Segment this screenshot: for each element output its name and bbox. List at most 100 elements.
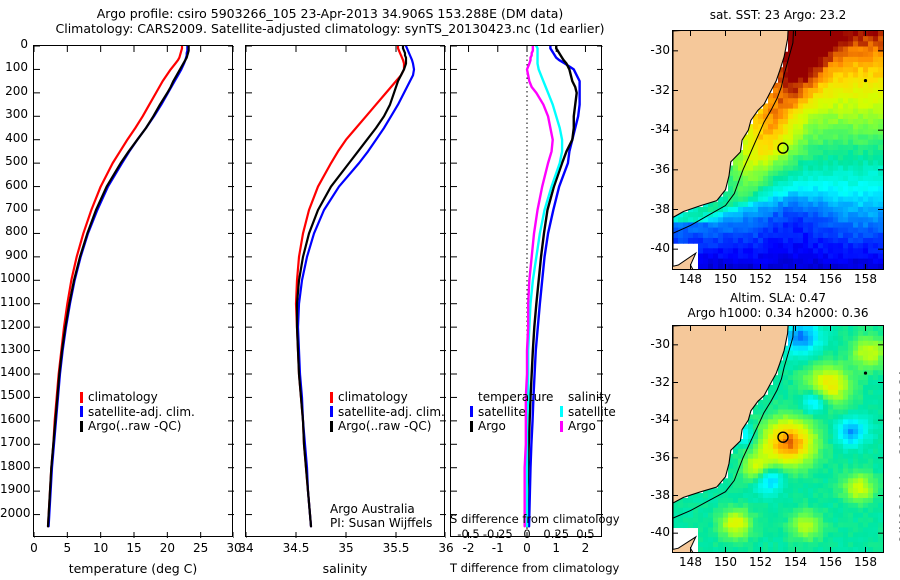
lon-tick-label: 154 bbox=[784, 555, 807, 569]
lat-tick-label: -40 bbox=[650, 241, 670, 256]
legend-swatch bbox=[470, 406, 473, 418]
lon-tick-label: 150 bbox=[714, 555, 737, 569]
y-tick-label: 400 bbox=[5, 130, 28, 145]
title-line-2: Climatology: CARS2009. Satellite-adjuste… bbox=[55, 21, 605, 36]
difference-legend-salinity: salinity satellite Argo bbox=[560, 390, 616, 434]
legend-label: climatology bbox=[338, 390, 408, 404]
legend-label: satellite bbox=[478, 404, 526, 419]
lat-tick-label: -38 bbox=[650, 201, 670, 216]
lat-tick-label: -36 bbox=[650, 161, 670, 176]
lon-tick-label: 156 bbox=[819, 272, 842, 286]
y-tick-label: 900 bbox=[5, 247, 28, 262]
legend-item: Argo(..raw -QC) bbox=[330, 419, 445, 434]
x-tick-label: 25 bbox=[193, 541, 209, 555]
y-tick-label: 1600 bbox=[0, 411, 31, 426]
figure-title: Argo profile: csiro 5903266_105 23-Apr-2… bbox=[0, 6, 660, 36]
y-tick-label: 1900 bbox=[0, 482, 31, 497]
salinity-profile-plot bbox=[246, 46, 446, 538]
legend-heading-salinity: salinity bbox=[568, 390, 612, 404]
lon-tick-label: 148 bbox=[679, 555, 702, 569]
x-tick-label: 36 bbox=[438, 541, 454, 555]
y-tick-label: 100 bbox=[5, 60, 28, 75]
sst-map-title: sat. SST: 23 Argo: 23.2 bbox=[709, 8, 847, 22]
difference-legend-temperature: temperature satellite Argo bbox=[470, 390, 553, 434]
sla-map-title-line-1: Altim. SLA: 0.47 bbox=[729, 291, 827, 305]
legend-label: Argo bbox=[568, 419, 596, 433]
x-tick-label-bottom: -1 bbox=[491, 541, 504, 555]
temperature-axis-label: temperature (deg C) bbox=[68, 561, 198, 576]
x-tick-label-top: 0.25 bbox=[543, 527, 570, 541]
lon-tick-label: 154 bbox=[784, 272, 807, 286]
legend-label: Argo(..raw -QC) bbox=[88, 419, 182, 433]
legend-item: satellite-adj. clim. bbox=[80, 405, 195, 420]
y-tick-label: 1800 bbox=[0, 458, 31, 473]
legend-swatch bbox=[330, 406, 333, 418]
sla-map-title-line-2: Argo h1000: 0.34 h2000: 0.36 bbox=[687, 306, 869, 320]
x-tick-label: 10 bbox=[93, 541, 109, 555]
legend-item: climatology bbox=[330, 390, 445, 405]
lon-tick-label: 150 bbox=[714, 272, 737, 286]
attribution: Argo Australia PI: Susan Wijffels bbox=[330, 502, 432, 530]
lat-tick-label: -32 bbox=[650, 82, 670, 97]
lat-tick-label: -36 bbox=[650, 449, 670, 464]
lon-tick-label: 156 bbox=[819, 555, 842, 569]
y-tick-label: 1300 bbox=[0, 341, 31, 356]
legend-item: Argo(..raw -QC) bbox=[80, 419, 195, 434]
legend-heading-temperature: temperature bbox=[478, 390, 554, 404]
t-difference-axis-label: T difference from climatology bbox=[450, 561, 620, 575]
y-tick-label: 1200 bbox=[0, 318, 31, 333]
lat-tick-label: -34 bbox=[650, 122, 670, 137]
lat-tick-label: -32 bbox=[650, 374, 670, 389]
temperature-profile-panel bbox=[33, 45, 233, 537]
legend-swatch bbox=[80, 406, 83, 418]
legend-swatch bbox=[80, 391, 83, 403]
x-tick-label-bottom: 1 bbox=[552, 541, 561, 555]
x-tick-label-top: -0.25 bbox=[482, 527, 513, 541]
y-tick-label: 500 bbox=[5, 154, 28, 169]
x-tick-label: 5 bbox=[63, 541, 72, 555]
y-tick-label: 1000 bbox=[0, 271, 31, 286]
salinity-axis-label: salinity bbox=[322, 561, 368, 576]
x-tick-label: 30 bbox=[226, 541, 242, 555]
lon-tick-label: 148 bbox=[679, 272, 702, 286]
legend-label: satellite bbox=[568, 404, 616, 419]
x-tick-label-bottom: 2 bbox=[581, 541, 590, 555]
legend-item: Argo bbox=[470, 419, 553, 434]
legend-swatch bbox=[470, 420, 473, 432]
lat-tick-label: -40 bbox=[650, 525, 670, 540]
legend-item: satellite bbox=[470, 405, 553, 420]
s-difference-axis-label: S difference from climatology bbox=[450, 512, 620, 526]
lat-tick-label: -30 bbox=[650, 42, 670, 57]
lon-tick-label: 158 bbox=[854, 555, 877, 569]
legend-item: satellite bbox=[560, 405, 616, 420]
y-tick-label: 0 bbox=[20, 37, 28, 51]
attribution-line-2: PI: Susan Wijffels bbox=[330, 516, 433, 530]
x-tick-label: 34.5 bbox=[282, 541, 310, 555]
x-tick-label-top: -0.5 bbox=[457, 527, 480, 541]
x-tick-label-top: 0.5 bbox=[576, 527, 595, 541]
legend-swatch bbox=[330, 420, 333, 432]
x-tick-label: 0 bbox=[30, 541, 38, 555]
x-tick-label: 20 bbox=[159, 541, 175, 555]
x-tick-label: 35.5 bbox=[382, 541, 410, 555]
profile-legend-salinity: climatology satellite-adj. clim. Argo(..ra… bbox=[330, 390, 445, 434]
x-tick-label-top: 0 bbox=[523, 527, 531, 541]
y-tick-label: 1500 bbox=[0, 388, 31, 403]
y-tick-label: 1700 bbox=[0, 435, 31, 450]
legend-item: Argo bbox=[560, 419, 616, 434]
lat-tick-label: -30 bbox=[650, 336, 670, 351]
x-tick-label-bottom: -2 bbox=[462, 541, 475, 555]
legend-swatch bbox=[560, 420, 563, 432]
y-tick-label: 700 bbox=[5, 201, 28, 215]
y-tick-label: 1100 bbox=[0, 294, 31, 309]
temperature-profile-plot bbox=[34, 46, 234, 538]
legend-label: Argo(..raw -QC) bbox=[338, 419, 432, 433]
salinity-profile-panel bbox=[245, 45, 445, 537]
legend-swatch bbox=[80, 420, 83, 432]
x-tick-label: 35 bbox=[338, 541, 354, 555]
legend-label: satellite-adj. clim. bbox=[338, 404, 445, 419]
legend-label: climatology bbox=[88, 390, 158, 404]
attribution-line-1: Argo Australia bbox=[330, 502, 415, 516]
y-tick-label: 300 bbox=[5, 107, 28, 122]
